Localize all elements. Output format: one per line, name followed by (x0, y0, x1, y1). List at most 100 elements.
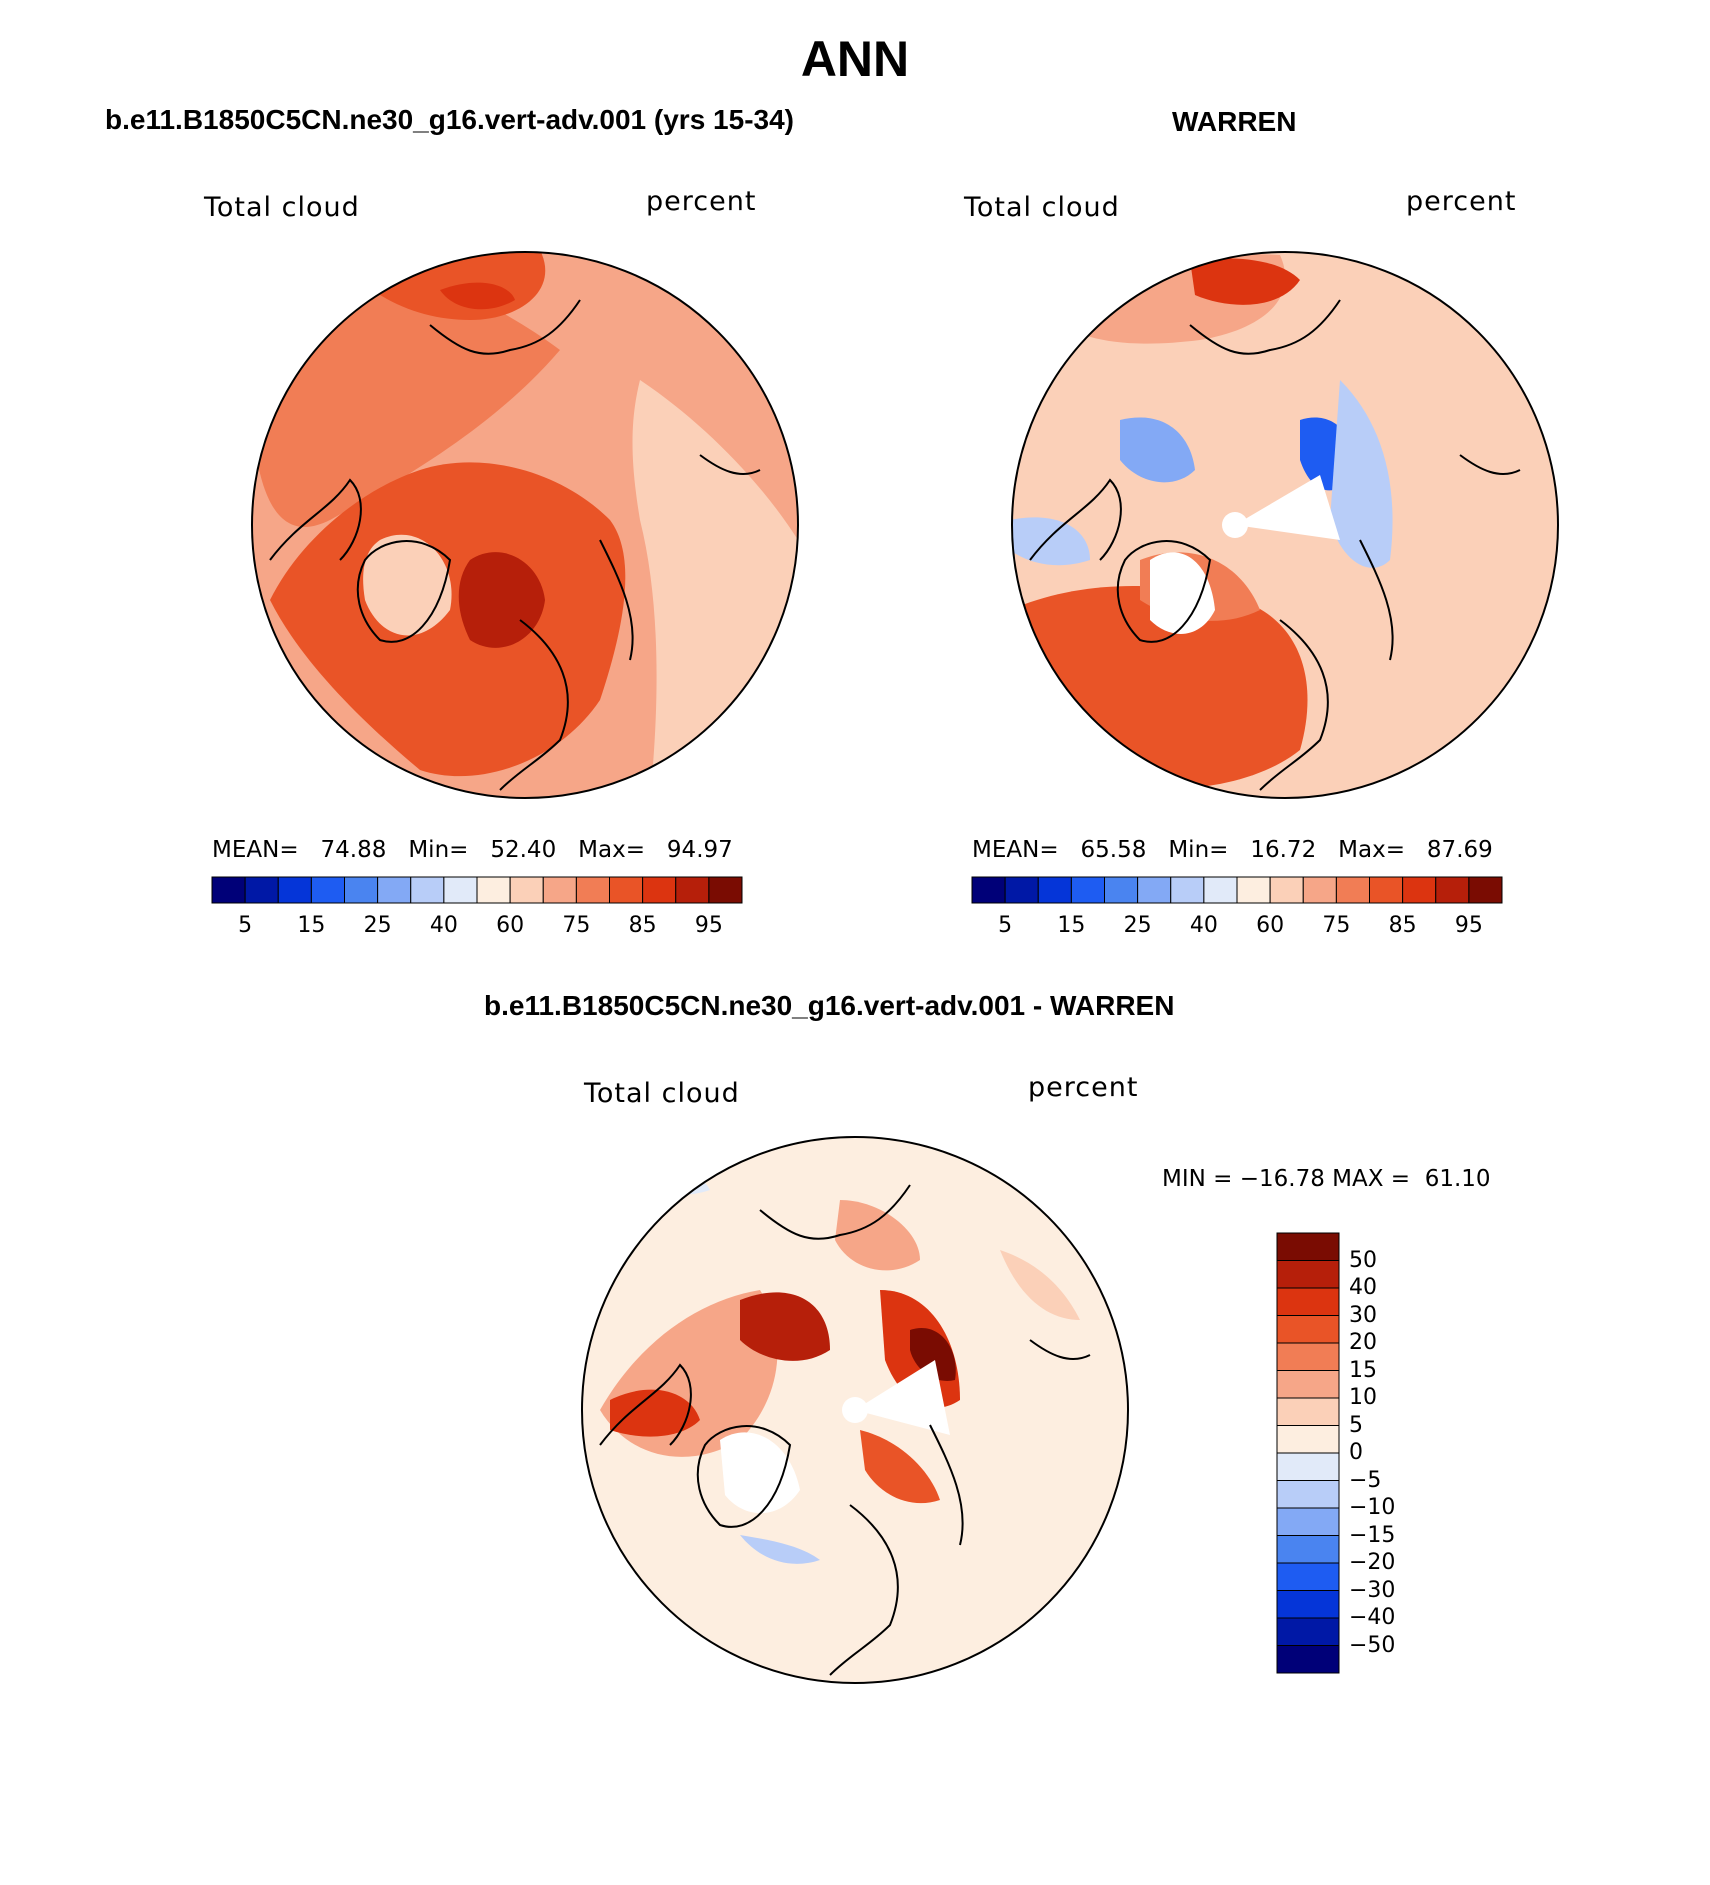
map2-region-canada-low (1120, 417, 1195, 483)
colorbar-tick-label: −15 (1349, 1522, 1396, 1548)
map3-region-pacific (1000, 1250, 1080, 1320)
colorbar-tick-label: 5 (1349, 1412, 1363, 1438)
colorbar-tick-label: 40 (1349, 1275, 1377, 1300)
colorbar-swatch (542, 876, 577, 904)
main-title: ANN (800, 31, 910, 87)
map1-region-siberia (560, 330, 613, 450)
colorbar-swatch (1004, 876, 1039, 904)
colorbar-swatch (1276, 1480, 1340, 1509)
colorbar-swatch (1276, 1315, 1340, 1344)
panel-1-mean-label: MEAN= (212, 837, 299, 863)
panel-1-polar-map (252, 252, 798, 798)
colorbar-swatch (1276, 1287, 1340, 1316)
colorbar-swatch (1104, 876, 1139, 904)
colorbar-swatch (377, 876, 412, 904)
panel-3-polar-map (582, 1137, 1128, 1683)
colorbar-tick-label: −40 (1349, 1605, 1396, 1630)
colorbar-tick-label: 40 (429, 913, 458, 938)
panel-3-variable-label: Total cloud (584, 1078, 740, 1109)
colorbar-swatch (1276, 1232, 1340, 1261)
colorbar-swatch (1276, 1562, 1340, 1591)
panel-2-mean-value: 65.58 (1080, 837, 1147, 863)
map3-region-max (910, 1328, 956, 1381)
colorbar-tick-label: 5 (998, 913, 1013, 938)
map1-region-atlantic (270, 462, 626, 777)
panel-2-polar-map (1012, 252, 1558, 798)
colorbar-swatch (1269, 876, 1304, 904)
colorbar-tick-label: 15 (1349, 1357, 1377, 1383)
colorbar-swatch (1402, 876, 1437, 904)
colorbar-swatch (1468, 876, 1503, 904)
colorbar-swatch (1236, 876, 1271, 904)
colorbar-swatch (1302, 876, 1337, 904)
colorbar-swatch (1276, 1342, 1340, 1371)
colorbar-tick-label: 15 (297, 913, 326, 938)
panel-2-min-label: Min= (1168, 837, 1229, 863)
colorbar-tick-label: −5 (1349, 1467, 1382, 1493)
colorbar-tick-label: 30 (1349, 1302, 1377, 1328)
panel-1-max-value: 94.97 (666, 837, 733, 863)
colorbar-tick-label: −30 (1349, 1577, 1396, 1603)
panel-3-minmax: MIN = −16.78 MAX = 61.10 (1162, 1166, 1491, 1192)
colorbar-swatch (1335, 876, 1370, 904)
colorbar-swatch (1137, 876, 1172, 904)
panel-3-colorbar (1276, 1232, 1340, 1674)
colorbar-tick-label: 25 (363, 913, 392, 938)
colorbar-swatch (575, 876, 610, 904)
map3-region-north-high (740, 1292, 830, 1361)
panel-1-colorbar (211, 876, 743, 904)
colorbar-tick-label: 75 (1322, 913, 1351, 938)
colorbar-swatch (1276, 1370, 1340, 1399)
colorbar-swatch (1276, 1535, 1340, 1564)
map3-outline (581, 1136, 1129, 1684)
colorbar-tick-label: 25 (1123, 913, 1152, 938)
panel-2-max-value: 87.69 (1426, 837, 1493, 863)
map3-region-negative-nw (640, 1166, 710, 1195)
colorbar-swatch (344, 876, 379, 904)
colorbar-swatch (971, 876, 1006, 904)
colorbar-tick-label: 95 (694, 913, 723, 938)
colorbar-tick-label: −10 (1349, 1495, 1396, 1520)
map3-region-negative-sw (740, 1535, 820, 1564)
map2-coastlines (1029, 299, 1521, 791)
colorbar-tick-label: 50 (1349, 1247, 1377, 1273)
panel-3-heading: b.e11.B1850C5CN.ne30_g16.vert-adv.001 - … (484, 990, 1175, 1021)
map3-pole-hole (842, 1397, 868, 1423)
colorbar-tick-label: 0 (1349, 1440, 1363, 1465)
colorbar-tick-label: 20 (1349, 1330, 1377, 1355)
colorbar-swatch (1276, 1425, 1340, 1454)
panel-1-mean-value: 74.88 (320, 837, 387, 863)
panel-2-units-label: percent (1406, 186, 1517, 217)
panel-1-heading: b.e11.B1850C5CN.ne30_g16.vert-adv.001 (y… (105, 104, 794, 135)
map2-region-east-low (1330, 380, 1393, 568)
colorbar-swatch (277, 876, 312, 904)
colorbar-tick-label: −50 (1349, 1632, 1396, 1658)
panel-2-colorbar (971, 876, 1503, 904)
map2-greenland-missing (1150, 552, 1215, 634)
map1-greenland (363, 534, 452, 636)
colorbar-swatch (244, 876, 279, 904)
panel-2-stats: MEAN= 65.58 Min= 16.72 Max= 87.69 (972, 837, 1493, 863)
map3-region-north-moderate (835, 1200, 920, 1271)
panel-2-max-label: Max= (1338, 837, 1405, 863)
map1-region-max (458, 552, 545, 648)
colorbar-swatch (1037, 876, 1072, 904)
map1-outline (251, 251, 799, 799)
colorbar-swatch (1435, 876, 1470, 904)
colorbar-swatch (443, 876, 478, 904)
colorbar-swatch (1276, 1617, 1340, 1646)
colorbar-swatch (642, 876, 677, 904)
colorbar-tick-label: 5 (238, 913, 253, 938)
colorbar-swatch (1369, 876, 1404, 904)
colorbar-swatch (609, 876, 644, 904)
map2-missing-wedge (1235, 475, 1340, 540)
map3-missing-wedge (855, 1360, 950, 1435)
map3-greenland-missing (720, 1432, 800, 1514)
panel-1-variable-label: Total cloud (204, 192, 360, 223)
colorbar-swatch (1070, 876, 1105, 904)
panel-3-units-label: percent (1028, 1072, 1139, 1103)
map1-region-north-core (440, 282, 515, 310)
colorbar-swatch (1276, 1397, 1340, 1426)
colorbar-swatch (708, 876, 743, 904)
